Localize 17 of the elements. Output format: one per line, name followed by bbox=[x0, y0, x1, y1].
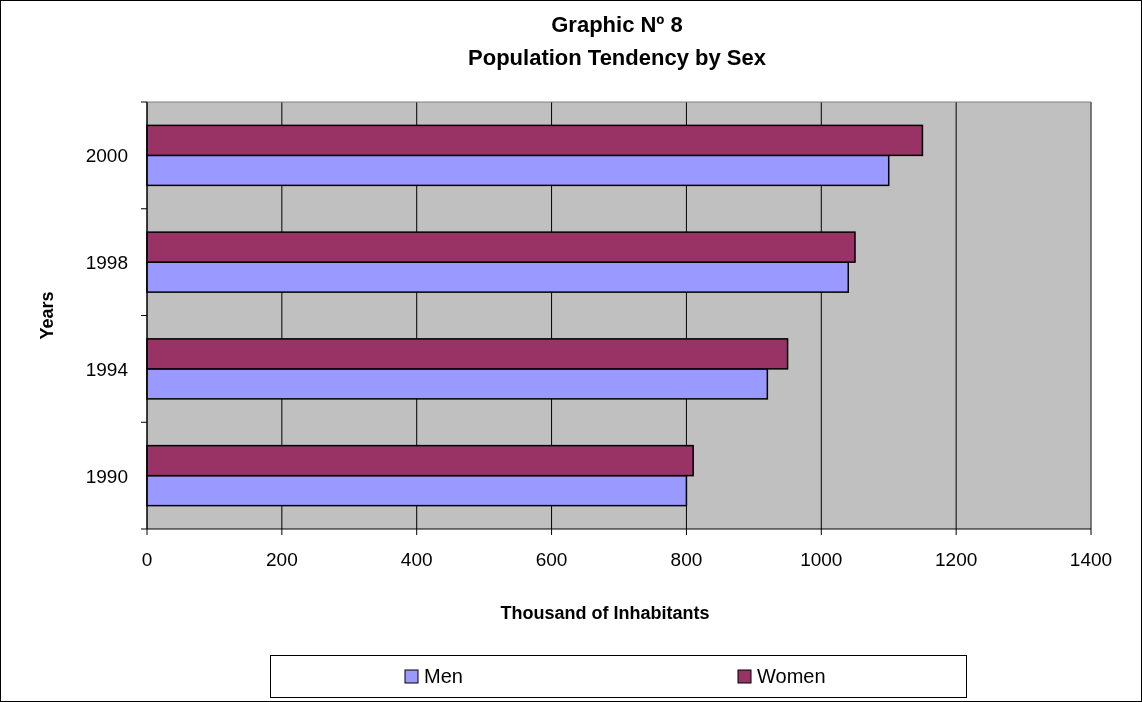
legend-label: Men bbox=[424, 665, 463, 687]
y-tick-label: 1990 bbox=[85, 465, 128, 487]
x-tick-label: 1000 bbox=[800, 549, 843, 570]
x-tick-label: 1400 bbox=[1069, 549, 1113, 570]
chart-title: Graphic Nº 8 Population Tendency by Sex bbox=[468, 12, 767, 70]
x-tick-label: 400 bbox=[400, 549, 433, 570]
x-tick-label: 600 bbox=[535, 549, 568, 570]
y-axis-title: Years bbox=[37, 291, 57, 340]
y-tick-label: 2000 bbox=[85, 145, 128, 167]
x-tick-label: 200 bbox=[266, 549, 298, 570]
y-tick-label: 1998 bbox=[85, 252, 128, 274]
x-tick-label: 1200 bbox=[935, 549, 978, 570]
legend-label: Women bbox=[757, 665, 826, 687]
x-axis-title: Thousand of Inhabitants bbox=[500, 603, 710, 623]
x-tick-label: 800 bbox=[670, 549, 703, 570]
x-tick-label: 0 bbox=[141, 549, 153, 570]
y-tick-label: 1994 bbox=[85, 358, 129, 380]
